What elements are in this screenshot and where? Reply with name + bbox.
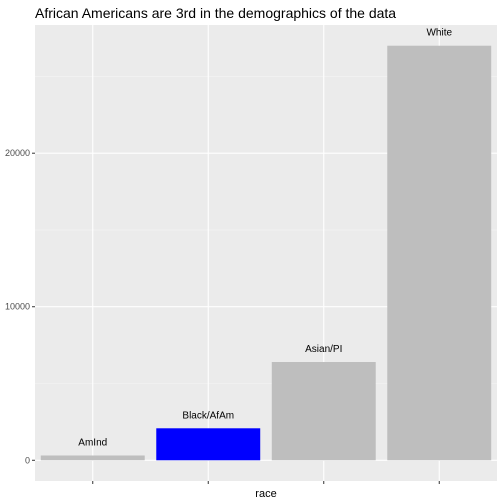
bar <box>156 428 261 461</box>
x-axis-title: race <box>255 488 276 500</box>
chart-title: African Americans are 3rd in the demogra… <box>35 5 396 21</box>
x-axis <box>92 481 440 484</box>
y-tick-label: 0 <box>25 455 30 465</box>
bar <box>271 362 376 461</box>
bar <box>387 45 492 461</box>
bars <box>40 45 492 461</box>
y-axis: 0 10000 20000 <box>5 148 35 465</box>
bar <box>40 455 145 461</box>
bar-label: White <box>426 28 452 39</box>
bar-label: Black/AfAm <box>182 410 234 421</box>
bar-labels: AmInd Black/AfAm Asian/PI White <box>78 28 452 449</box>
bar-label: Asian/PI <box>305 344 342 355</box>
y-tick-label: 20000 <box>5 148 30 158</box>
y-tick-label: 10000 <box>5 302 30 312</box>
bar-label: AmInd <box>78 437 107 448</box>
